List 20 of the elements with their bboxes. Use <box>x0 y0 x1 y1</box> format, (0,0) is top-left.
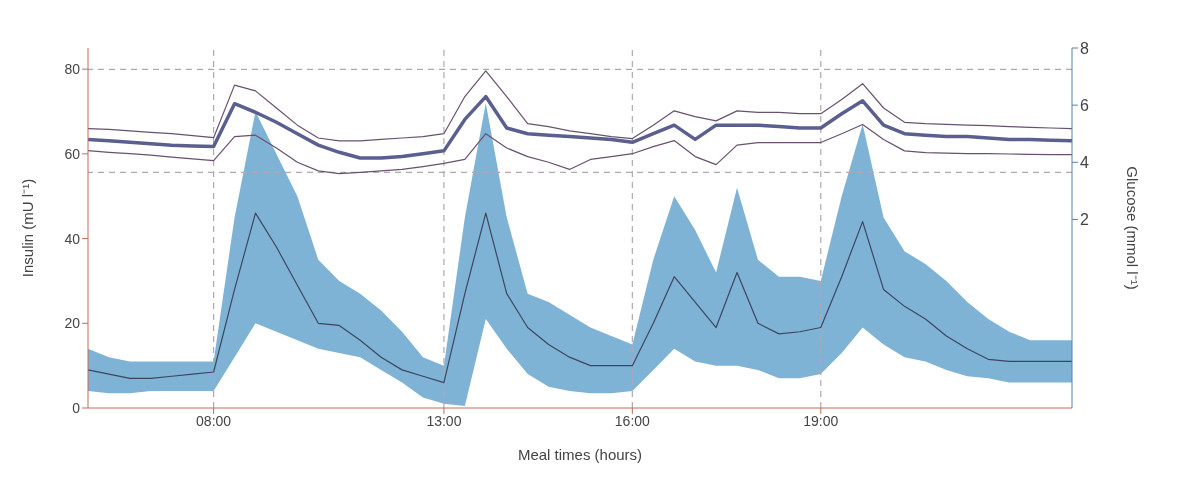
line-series <box>88 70 1072 142</box>
x-tick-label: 16:00 <box>614 412 651 429</box>
line-series <box>88 123 1072 175</box>
x-axis-title: Meal times (hours) <box>517 446 643 463</box>
y-tick-label: 60 <box>64 145 81 162</box>
y2-tick-label: 6 <box>1080 96 1089 114</box>
y-tick-label: 20 <box>64 315 81 332</box>
y2-tick-label: 4 <box>1080 153 1089 171</box>
y2-axis-title: Glucose (mmol l⁻¹) <box>1123 166 1141 290</box>
y2-tick-label: 8 <box>1080 39 1089 57</box>
x-tick-label: 08:00 <box>196 412 232 429</box>
y-tick-label: 0 <box>72 399 81 416</box>
line-series <box>88 94 1072 160</box>
x-tick-label: 19:00 <box>803 412 839 429</box>
y2-tick-label: 2 <box>1080 211 1089 229</box>
line-series <box>88 212 1072 384</box>
y-tick-label: 80 <box>64 61 81 78</box>
y-axis-title: Insulin (mU l⁻¹) <box>19 178 37 278</box>
y-tick-label: 40 <box>64 230 81 247</box>
x-tick-label: 13:00 <box>426 412 462 429</box>
